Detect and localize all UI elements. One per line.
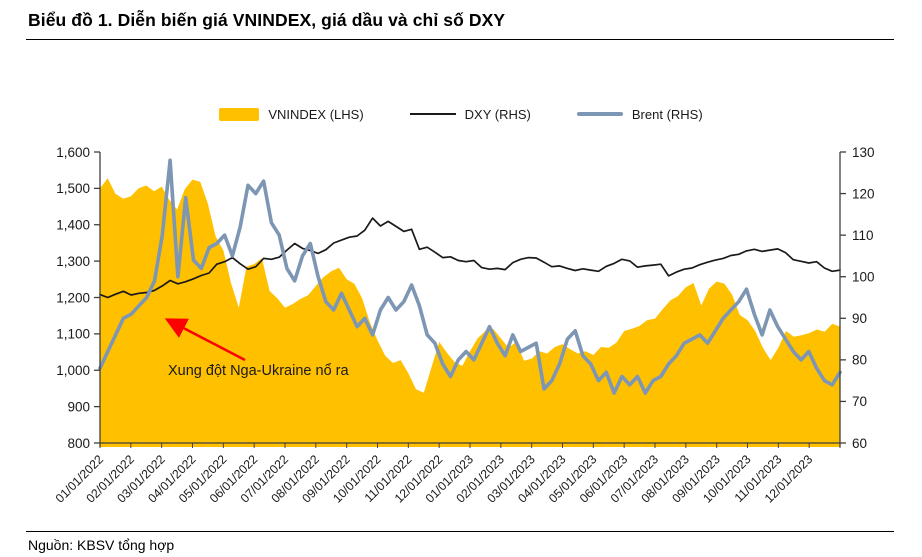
chart-legend: VNINDEX (LHS) DXY (RHS) Brent (RHS) bbox=[0, 104, 922, 124]
right-axis-tick-label: 100 bbox=[852, 270, 875, 285]
event-annotation: Xung đột Nga-Ukraine nổ ra bbox=[168, 363, 349, 379]
right-axis-tick-label: 70 bbox=[852, 394, 867, 409]
left-axis-tick-label: 1,000 bbox=[56, 363, 90, 378]
chart-title: Biểu đồ 1. Diễn biến giá VNINDEX, giá dầ… bbox=[28, 10, 506, 30]
combo-chart: 1,600 1,500 1,400 1,300 1,200 1,100 1,000 900 80… bbox=[53, 145, 875, 506]
left-axis-tick-label: 900 bbox=[67, 399, 90, 414]
thick-line-swatch-icon bbox=[576, 111, 623, 117]
right-axis-tick-label: 120 bbox=[852, 186, 875, 201]
left-axis-tick-label: 1,200 bbox=[56, 290, 90, 305]
right-axis-tick-label: 130 bbox=[852, 145, 875, 160]
left-axis-tick-label: 1,600 bbox=[56, 145, 90, 160]
source-note: Nguồn: KBSV tổng hợp bbox=[28, 537, 175, 553]
legend-item-dxy: DXY (RHS) bbox=[409, 106, 531, 122]
right-axis-tick-label: 80 bbox=[852, 353, 867, 368]
legend-item-brent: Brent (RHS) bbox=[576, 106, 703, 122]
title-divider bbox=[26, 39, 894, 40]
right-axis-tick-label: 110 bbox=[852, 228, 874, 243]
series-brent bbox=[98, 158, 842, 395]
area-swatch-icon bbox=[219, 107, 260, 121]
left-axis-tick-label: 1,100 bbox=[56, 327, 90, 342]
footer-divider bbox=[26, 531, 894, 532]
left-axis-tick-label: 800 bbox=[67, 436, 90, 451]
left-axis-tick-label: 1,400 bbox=[56, 218, 90, 233]
series-dxy bbox=[99, 217, 841, 299]
legend-label: Brent (RHS) bbox=[631, 106, 703, 122]
line-swatch-icon bbox=[409, 113, 456, 115]
right-axis-tick-label: 90 bbox=[852, 311, 867, 326]
left-axis-tick-label: 1,300 bbox=[56, 254, 90, 269]
legend-item-vnindex: VNINDEX (LHS) bbox=[219, 106, 364, 122]
legend-label: DXY (RHS) bbox=[464, 106, 531, 122]
legend-label: VNINDEX (LHS) bbox=[268, 106, 364, 122]
left-axis-tick-label: 1,500 bbox=[56, 181, 90, 196]
annotation-arrow bbox=[164, 318, 246, 362]
right-axis-tick-label: 60 bbox=[852, 436, 867, 451]
